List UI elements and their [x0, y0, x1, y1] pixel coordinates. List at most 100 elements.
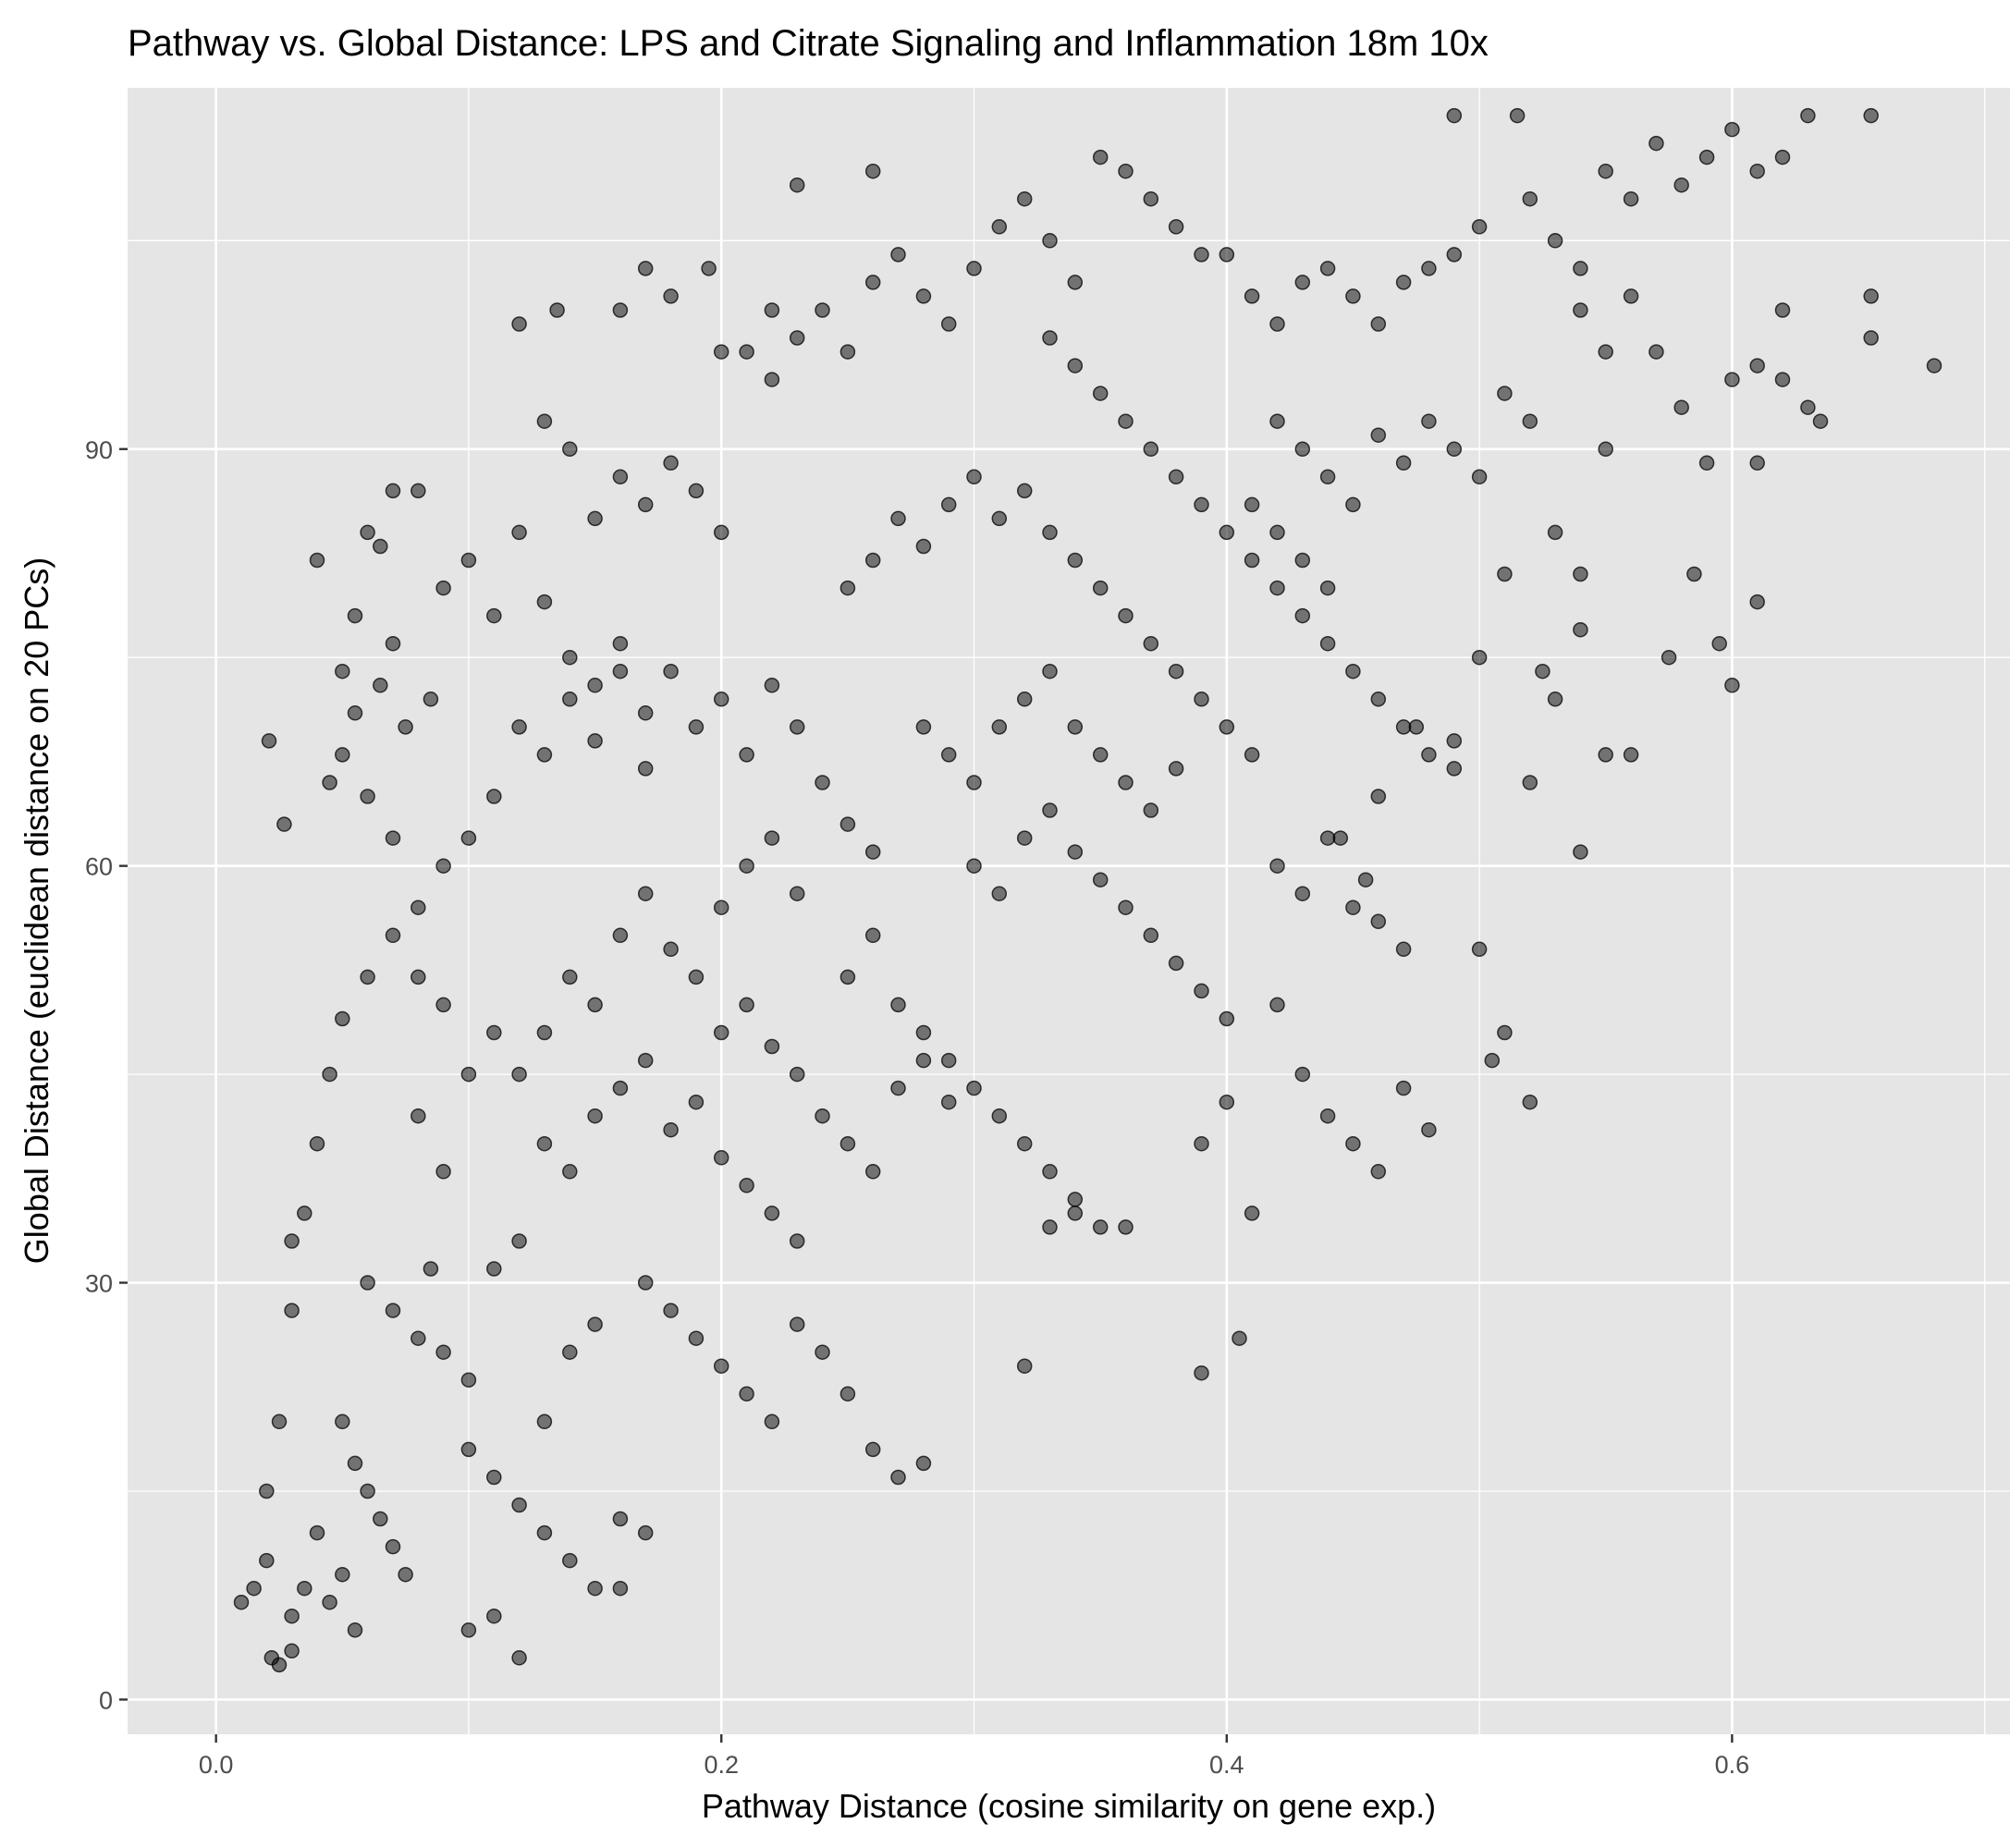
data-point [1598, 747, 1613, 763]
data-point [309, 552, 325, 569]
data-point [1446, 107, 1463, 124]
data-point [1774, 302, 1791, 318]
data-point [915, 288, 932, 304]
data-point [1319, 830, 1336, 846]
data-point [1370, 1164, 1387, 1180]
data-point [1294, 1066, 1311, 1083]
data-point [966, 858, 982, 874]
data-point [688, 719, 705, 735]
data-point [1446, 761, 1463, 777]
data-point [1219, 247, 1235, 263]
data-point [940, 1094, 957, 1110]
data-point [1863, 288, 1879, 304]
data-point [1294, 441, 1311, 458]
data-point [385, 483, 401, 499]
data-point [1598, 344, 1613, 360]
data-point [373, 1511, 388, 1527]
data-point [1800, 399, 1816, 415]
data-point [966, 261, 982, 276]
data-point [1535, 663, 1550, 679]
data-point [663, 455, 679, 471]
data-point [1042, 330, 1058, 346]
data-point [637, 886, 654, 901]
data-point [1395, 275, 1412, 290]
data-point [940, 1052, 957, 1069]
data-point [915, 1024, 932, 1041]
data-point [864, 552, 881, 569]
data-point [1497, 566, 1513, 582]
data-point [1042, 233, 1058, 249]
data-point [1573, 621, 1588, 638]
data-point [486, 1608, 502, 1624]
data-point [1067, 552, 1084, 569]
data-point [1067, 1205, 1084, 1221]
data-point [815, 1344, 830, 1360]
data-point [1219, 1010, 1235, 1027]
data-point [1269, 413, 1285, 429]
data-point [347, 1455, 363, 1472]
data-point [1092, 872, 1109, 887]
data-point [259, 1552, 275, 1569]
data-point [460, 830, 477, 846]
data-point [1774, 149, 1791, 165]
data-point [1332, 830, 1349, 846]
data-point [688, 483, 705, 499]
data-point [373, 538, 388, 555]
data-point [612, 469, 629, 485]
data-point [549, 302, 565, 318]
data-point [713, 1024, 729, 1041]
data-point [486, 1261, 502, 1277]
data-point [276, 816, 292, 832]
data-point [1812, 413, 1829, 429]
data-point [398, 719, 413, 735]
data-point [1345, 496, 1361, 513]
data-point [1244, 288, 1260, 304]
data-point [840, 816, 856, 832]
data-point [261, 733, 277, 749]
y-axis: 0 30 60 90 [85, 436, 128, 1714]
data-point [966, 1080, 982, 1096]
data-point [789, 719, 805, 735]
data-point [435, 580, 451, 596]
data-point [233, 1594, 250, 1610]
data-point [815, 1108, 830, 1124]
data-point [1244, 747, 1260, 763]
data-point [890, 1080, 906, 1096]
data-point [1319, 1108, 1336, 1124]
data-point [991, 1108, 1008, 1124]
data-point [1749, 358, 1765, 373]
data-point [663, 1121, 679, 1138]
data-point [1016, 1135, 1033, 1152]
data-point [1357, 872, 1374, 887]
data-point [309, 1524, 325, 1541]
data-point [385, 635, 401, 652]
data-point [1194, 983, 1209, 999]
data-point [562, 691, 578, 707]
data-point [612, 1080, 629, 1096]
data-point [562, 1344, 578, 1360]
data-point [637, 496, 654, 513]
data-point [587, 1108, 603, 1124]
data-point [637, 261, 654, 276]
data-point [1573, 844, 1588, 860]
data-point [1471, 649, 1488, 666]
data-point [789, 177, 805, 193]
y-tick-label: 30 [85, 1270, 113, 1298]
data-point [713, 691, 729, 707]
data-point [1244, 1205, 1260, 1221]
data-point [1370, 427, 1387, 443]
data-point [864, 1164, 881, 1180]
data-point [1926, 358, 1943, 373]
data-point [764, 372, 780, 387]
data-point [297, 1205, 313, 1221]
data-point [1118, 900, 1134, 915]
data-point [460, 1622, 477, 1638]
data-point [1547, 524, 1563, 541]
data-point [587, 997, 603, 1013]
data-point [335, 663, 350, 679]
minor-gridlines [128, 88, 2010, 1734]
data-point [1547, 233, 1563, 249]
data-point [840, 344, 856, 360]
data-point [1345, 288, 1361, 304]
data-point [713, 900, 729, 915]
